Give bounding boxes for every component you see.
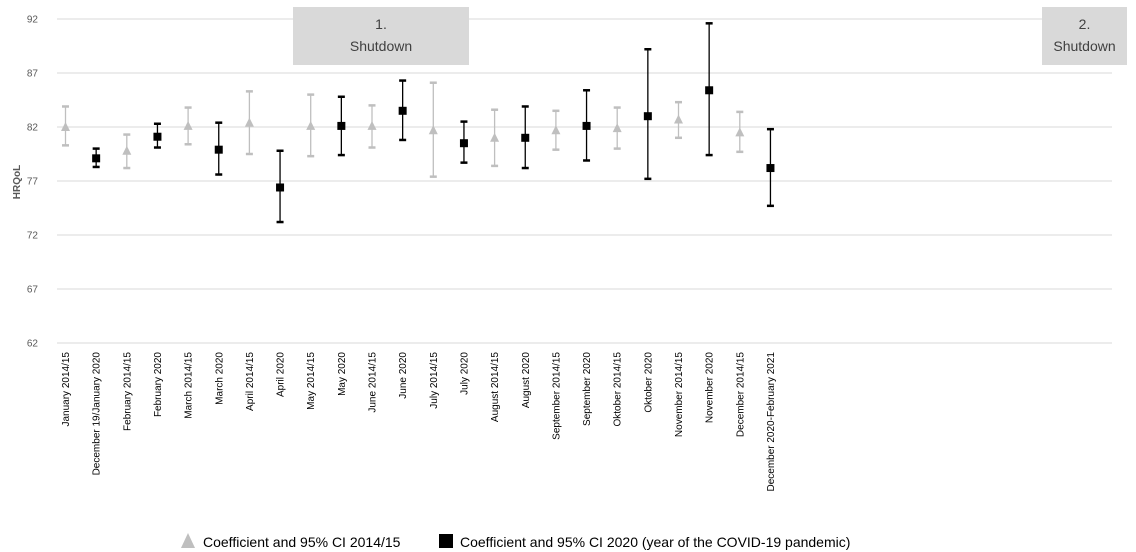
x-category-label: December 2020-February 2021 <box>766 352 777 492</box>
y-tick-label: 92 <box>27 15 39 26</box>
y-tick-label: 72 <box>27 231 39 242</box>
shutdown-1-number: 1. <box>375 16 387 32</box>
shutdown-1-label: Shutdown <box>350 38 412 54</box>
square-marker-2020 <box>92 154 101 163</box>
square-marker-2020 <box>276 183 285 192</box>
shutdown-1-box <box>293 7 469 65</box>
x-category-label: May 2020 <box>337 352 348 396</box>
x-category-label: May 2014/15 <box>306 352 317 410</box>
x-category-label: June 2014/15 <box>368 352 379 413</box>
y-tick-label: 77 <box>27 177 39 188</box>
y-axis-title: HRQoL <box>12 165 23 199</box>
square-marker-2020 <box>153 132 162 141</box>
y-tick-label: 87 <box>27 69 39 80</box>
x-category-label: December 19/January 2020 <box>92 352 103 476</box>
y-tick-label: 67 <box>27 285 39 296</box>
triangle-marker-2014-15 <box>551 125 561 135</box>
legend-label-2020: Coefficient and 95% CI 2020 (year of the… <box>460 534 850 550</box>
x-category-label: Oktober 2020 <box>643 352 654 413</box>
triangle-marker-2014-15 <box>428 125 438 135</box>
x-category-label: July 2020 <box>459 352 470 395</box>
y-tick-label: 62 <box>27 339 39 350</box>
y-tick-label: 82 <box>27 123 39 134</box>
legend-label-2014-15: Coefficient and 95% CI 2014/15 <box>203 534 401 550</box>
x-category-label: Oktober 2014/15 <box>613 352 624 427</box>
square-marker-2020 <box>337 121 346 130</box>
triangle-marker-2014-15 <box>244 117 254 127</box>
legend-triangle-icon <box>181 533 195 548</box>
square-marker-2020 <box>582 121 591 130</box>
x-category-label: December 2014/15 <box>735 352 746 437</box>
square-marker-2020 <box>766 164 775 173</box>
x-category-label: June 2020 <box>398 352 409 399</box>
x-category-label: March 2020 <box>214 352 225 405</box>
triangle-marker-2014-15 <box>61 122 70 131</box>
triangle-marker-2014-15 <box>122 145 132 155</box>
square-marker-2020 <box>643 112 652 121</box>
triangle-marker-2014-15 <box>612 123 622 133</box>
x-category-label: February 2020 <box>153 352 164 417</box>
shutdown-2-label: Shutdown <box>1053 38 1115 54</box>
x-category-label: November 2020 <box>705 352 716 424</box>
square-marker-2020 <box>459 139 468 148</box>
x-category-label: September 2014/15 <box>551 352 562 440</box>
x-category-label: July 2014/15 <box>429 352 440 409</box>
shutdown-2-box <box>1042 7 1127 65</box>
triangle-marker-2014-15 <box>183 120 193 130</box>
triangle-marker-2014-15 <box>490 132 500 142</box>
shutdown-2-number: 2. <box>1079 16 1091 32</box>
x-category-label: March 2014/15 <box>184 352 195 419</box>
triangle-marker-2014-15 <box>735 127 745 137</box>
x-category-label: April 2020 <box>276 352 287 397</box>
x-category-label: February 2014/15 <box>122 352 133 431</box>
triangle-marker-2014-15 <box>674 114 683 124</box>
x-category-label: January 2014/15 <box>61 352 72 427</box>
x-category-label: November 2014/15 <box>674 352 685 437</box>
square-marker-2020 <box>214 145 223 154</box>
x-category-label: September 2020 <box>582 352 593 426</box>
square-marker-2020 <box>398 106 407 115</box>
x-category-label: April 2014/15 <box>245 352 256 411</box>
x-category-label: August 2014/15 <box>490 352 501 422</box>
triangle-marker-2014-15 <box>306 120 316 130</box>
square-marker-2020 <box>705 86 714 95</box>
x-category-label: August 2020 <box>521 352 532 409</box>
legend-square-icon <box>439 534 453 548</box>
square-marker-2020 <box>521 133 530 142</box>
triangle-marker-2014-15 <box>367 120 377 130</box>
